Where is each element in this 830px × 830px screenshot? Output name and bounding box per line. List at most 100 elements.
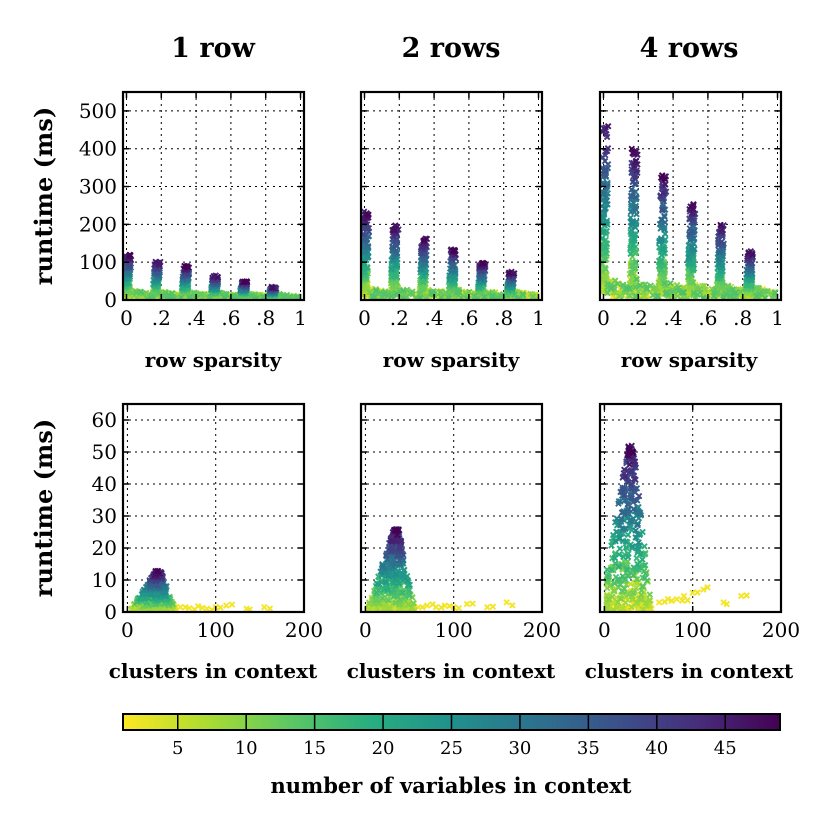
y-axis-label-bottom: runtime (ms) [29,419,58,597]
data-point [400,287,407,294]
data-point [437,288,444,296]
y-tick-label: 60 [92,408,117,432]
data-point [469,600,476,607]
y-tick-label: 20 [92,536,117,560]
data-point [687,228,695,236]
data-point [266,605,274,612]
data-point [608,566,615,574]
data-point [629,589,637,597]
data-point [622,544,630,551]
x-axis-label-row-sparsity-3: row sparsity [621,348,759,372]
data-point [633,275,640,283]
ticks: 0.2.4.6.8 1 [358,92,545,330]
data-point [402,574,409,582]
data-point [643,284,650,291]
data-point [658,172,666,179]
data-point [631,162,638,170]
data-point [668,597,675,605]
data-point [392,272,399,280]
data-point [286,293,294,300]
data-point [614,576,622,583]
data-point [688,243,696,251]
axes-frame [121,90,306,302]
data-point [635,288,642,296]
data-point [429,601,436,608]
x-tick-label: .4 [187,306,206,330]
data-point [632,206,640,214]
data-point [655,279,663,286]
data-point [679,597,686,604]
data-point [363,236,371,244]
data-point [388,545,396,553]
x-tick-label: .6 [459,306,478,330]
data-point [624,531,632,539]
data-point [454,288,461,296]
x-tick-label: 200 [523,618,561,642]
data-point [400,551,407,559]
x-tick-label: .6 [221,306,240,330]
data-point [152,258,159,266]
data-point [687,203,694,210]
data-point [223,602,230,609]
x-tick-label: 0 [121,618,134,642]
data-point [701,286,709,293]
data-point [446,602,453,610]
y-tick-label: 300 [79,175,117,199]
panel-row-sparsity-4-rows: 0.2.4.6.8 1 [597,90,784,330]
data-point [614,280,621,288]
data-point [611,554,619,562]
data-point [689,260,697,268]
data-point [632,264,639,272]
x-axis-label-clusters-3: clusters in context [585,659,794,683]
data-points [603,442,750,612]
data-point [392,236,400,244]
data-point [604,122,612,130]
data-point [479,259,487,267]
data-point [384,586,392,594]
data-point [372,597,380,604]
data-point [690,289,698,297]
data-point [390,586,397,594]
data-point [603,604,611,612]
data-point [659,206,666,214]
data-point [704,584,711,591]
data-point [654,292,662,300]
data-point [638,587,645,594]
axes-frame [121,402,306,614]
data-point [636,282,644,289]
data-point [181,262,188,270]
data-point [382,552,390,559]
x-tick-label: 1 [294,306,307,330]
x-tick-label: 0 [120,306,133,330]
data-point [602,249,610,257]
data-point [632,158,640,165]
data-point [607,285,615,292]
data-point [600,214,607,221]
data-point [637,551,644,558]
data-point [382,578,389,586]
data-point [641,543,648,550]
data-point [753,292,760,300]
data-point [623,581,630,588]
data-point [657,258,664,265]
data-point [182,603,189,611]
data-point [371,293,378,300]
x-tick-label: 0 [597,306,610,330]
axes-frame [598,90,783,302]
data-point [392,527,399,534]
data-point [393,570,400,578]
data-point [633,167,640,174]
data-point [456,288,463,296]
data-point [623,566,631,574]
data-point [603,183,611,191]
data-point [629,178,637,186]
data-point [177,603,184,611]
data-point [214,273,222,281]
data-point [749,251,756,258]
data-point [771,289,779,297]
data-point [694,589,701,596]
data-point [627,230,635,238]
data-point [655,599,663,606]
data-point [639,582,646,590]
